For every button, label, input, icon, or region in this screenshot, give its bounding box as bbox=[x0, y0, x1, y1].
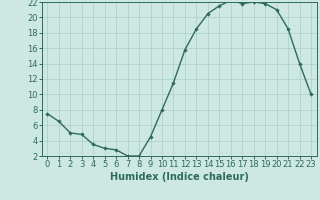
X-axis label: Humidex (Indice chaleur): Humidex (Indice chaleur) bbox=[110, 172, 249, 182]
